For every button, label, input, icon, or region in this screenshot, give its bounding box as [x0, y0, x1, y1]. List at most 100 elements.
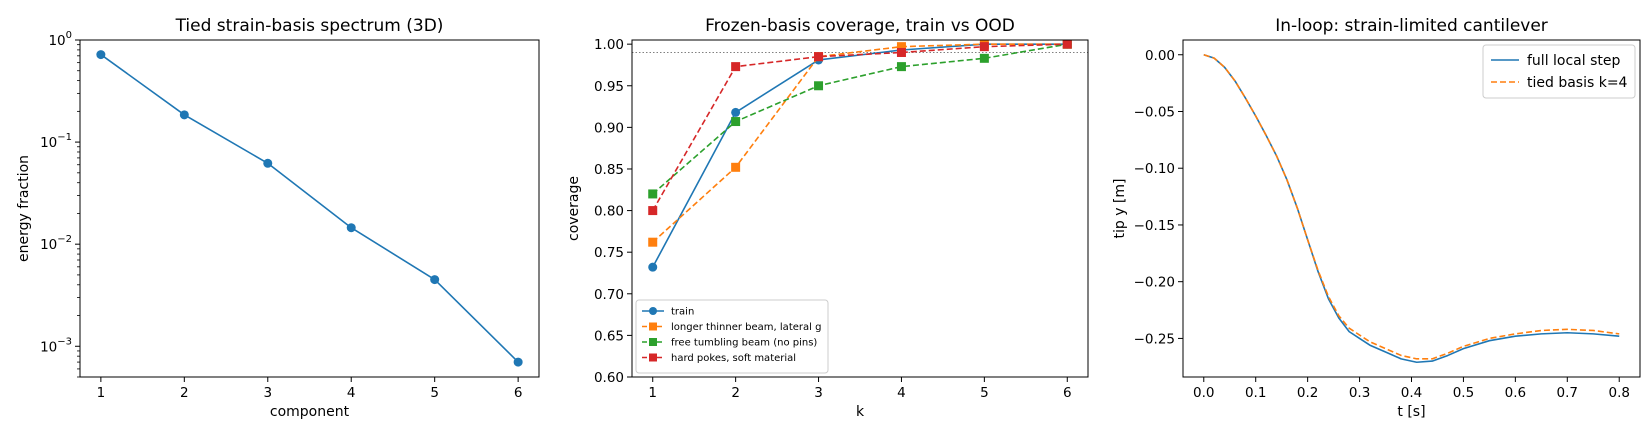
data-point — [814, 81, 824, 91]
x-tick-label: 0.0 — [1193, 385, 1214, 401]
data-point — [731, 62, 741, 72]
data-point — [1062, 40, 1072, 49]
y-tick-label: −0.20 — [1134, 275, 1175, 291]
data-point — [979, 53, 989, 63]
series-line — [652, 43, 1068, 211]
x-tick-label: 0.3 — [1349, 385, 1370, 401]
plot-area — [96, 50, 523, 367]
data-point — [648, 237, 658, 247]
data-point — [896, 42, 906, 52]
series-4 — [648, 40, 1072, 216]
y-axis-label: tip y [m] — [1112, 178, 1128, 238]
legend-box — [635, 299, 829, 374]
y-tick-label: 0.95 — [594, 79, 624, 95]
axes-frame — [79, 39, 540, 378]
data-point — [648, 189, 658, 199]
legend-marker — [649, 353, 657, 362]
chart-title: In-loop: strain-limited cantilever — [1275, 16, 1548, 36]
plot-area — [632, 40, 1088, 272]
chart-title: Frozen-basis coverage, train vs OOD — [705, 16, 1015, 36]
chart-title: Tied strain-basis spectrum (3D) — [175, 16, 444, 36]
data-point — [648, 262, 658, 272]
y-tick-label: 0.00 — [1145, 48, 1175, 64]
data-point — [263, 158, 273, 168]
legend-marker — [649, 322, 657, 331]
x-axis-label: k — [856, 404, 865, 420]
series-line — [1203, 53, 1620, 360]
legend-marker — [649, 307, 657, 315]
data-point — [896, 62, 906, 72]
y-tick-label: 10−2 — [40, 234, 72, 253]
axes-frame — [631, 39, 1089, 378]
data-point — [179, 110, 189, 120]
data-point — [346, 223, 356, 233]
legend-box — [1482, 44, 1636, 99]
series-2 — [1203, 53, 1620, 360]
data-point — [979, 42, 989, 52]
axes-frame — [1182, 39, 1641, 378]
data-point — [96, 50, 106, 60]
y-tick-label: 0.85 — [594, 162, 624, 178]
y-tick-label: −0.15 — [1134, 218, 1175, 234]
x-tick-label: 2 — [180, 385, 189, 401]
x-tick-label: 4 — [347, 385, 356, 401]
series-line — [652, 43, 1068, 268]
data-point — [513, 357, 523, 367]
y-tick-label: 10−1 — [40, 132, 72, 151]
data-point — [648, 206, 658, 216]
series-1 — [96, 50, 523, 367]
series-line — [652, 43, 1068, 195]
x-tick-label: 6 — [1063, 385, 1072, 401]
x-tick-label: 0.6 — [1505, 385, 1526, 401]
data-point — [731, 117, 741, 127]
y-tick-label: 0.65 — [594, 328, 624, 344]
x-tick-label: 5 — [430, 385, 439, 401]
x-tick-label: 1 — [648, 385, 657, 401]
chart-panel-1: Tied strain-basis spectrum (3D) 1 2 3 4 5 6 100… — [16, 16, 540, 420]
x-axis-label: component — [270, 404, 350, 420]
chart-panel-3: In-loop: strain-limited cantilever 0.0 0.1… — [1112, 16, 1641, 420]
data-point — [814, 52, 824, 62]
legend-label: free tumbling beam (no pins) — [671, 338, 817, 349]
data-point — [731, 107, 741, 117]
legend-label: longer thinner beam, lateral g — [671, 322, 821, 333]
x-tick-label: 0.7 — [1557, 385, 1578, 401]
x-tick-label: 3 — [263, 385, 272, 401]
x-tick-label: 0.4 — [1401, 385, 1422, 401]
y-axis-label: energy fraction — [16, 155, 32, 262]
x-tick-label: 5 — [980, 385, 989, 401]
y-tick-label: 0.90 — [594, 120, 624, 136]
y-tick-label: 0.75 — [594, 245, 624, 261]
x-tick-label: 3 — [814, 385, 823, 401]
x-tick-label: 6 — [514, 385, 523, 401]
x-tick-label: 2 — [731, 385, 740, 401]
y-tick-label: −0.05 — [1134, 104, 1175, 120]
legend-label: train — [671, 307, 694, 318]
y-tick-label: 0.80 — [594, 204, 624, 220]
y-tick-label: 1.00 — [594, 37, 624, 53]
y-axis-label: coverage — [566, 176, 582, 241]
legend-label: hard pokes, soft material — [671, 353, 796, 364]
x-tick-label: 0.5 — [1453, 385, 1474, 401]
series-1 — [648, 40, 1072, 272]
x-tick-label: 0.2 — [1297, 385, 1318, 401]
legend-label: full local step — [1527, 53, 1620, 69]
series-line — [1203, 53, 1620, 364]
y-tick-label: −0.25 — [1134, 331, 1175, 347]
data-point — [430, 275, 440, 285]
legend: train longer thinner beam, lateral g free … — [635, 299, 829, 374]
legend-marker — [649, 338, 657, 346]
x-tick-label: 4 — [897, 385, 906, 401]
series-line — [100, 53, 519, 363]
series-1 — [1203, 53, 1620, 364]
y-tick-label: −0.10 — [1134, 161, 1175, 177]
legend: full local step tied basis k=4 — [1482, 44, 1636, 99]
legend-label: tied basis k=4 — [1527, 75, 1628, 91]
chart-panel-2: Frozen-basis coverage, train vs OOD 1 2 3 4 5… — [566, 16, 1089, 420]
x-tick-label: 0.8 — [1608, 385, 1629, 401]
series-line — [652, 43, 1068, 243]
x-axis-label: t [s] — [1397, 404, 1425, 420]
y-tick-label: 0.60 — [594, 370, 624, 386]
x-tick-label: 1 — [97, 385, 106, 401]
